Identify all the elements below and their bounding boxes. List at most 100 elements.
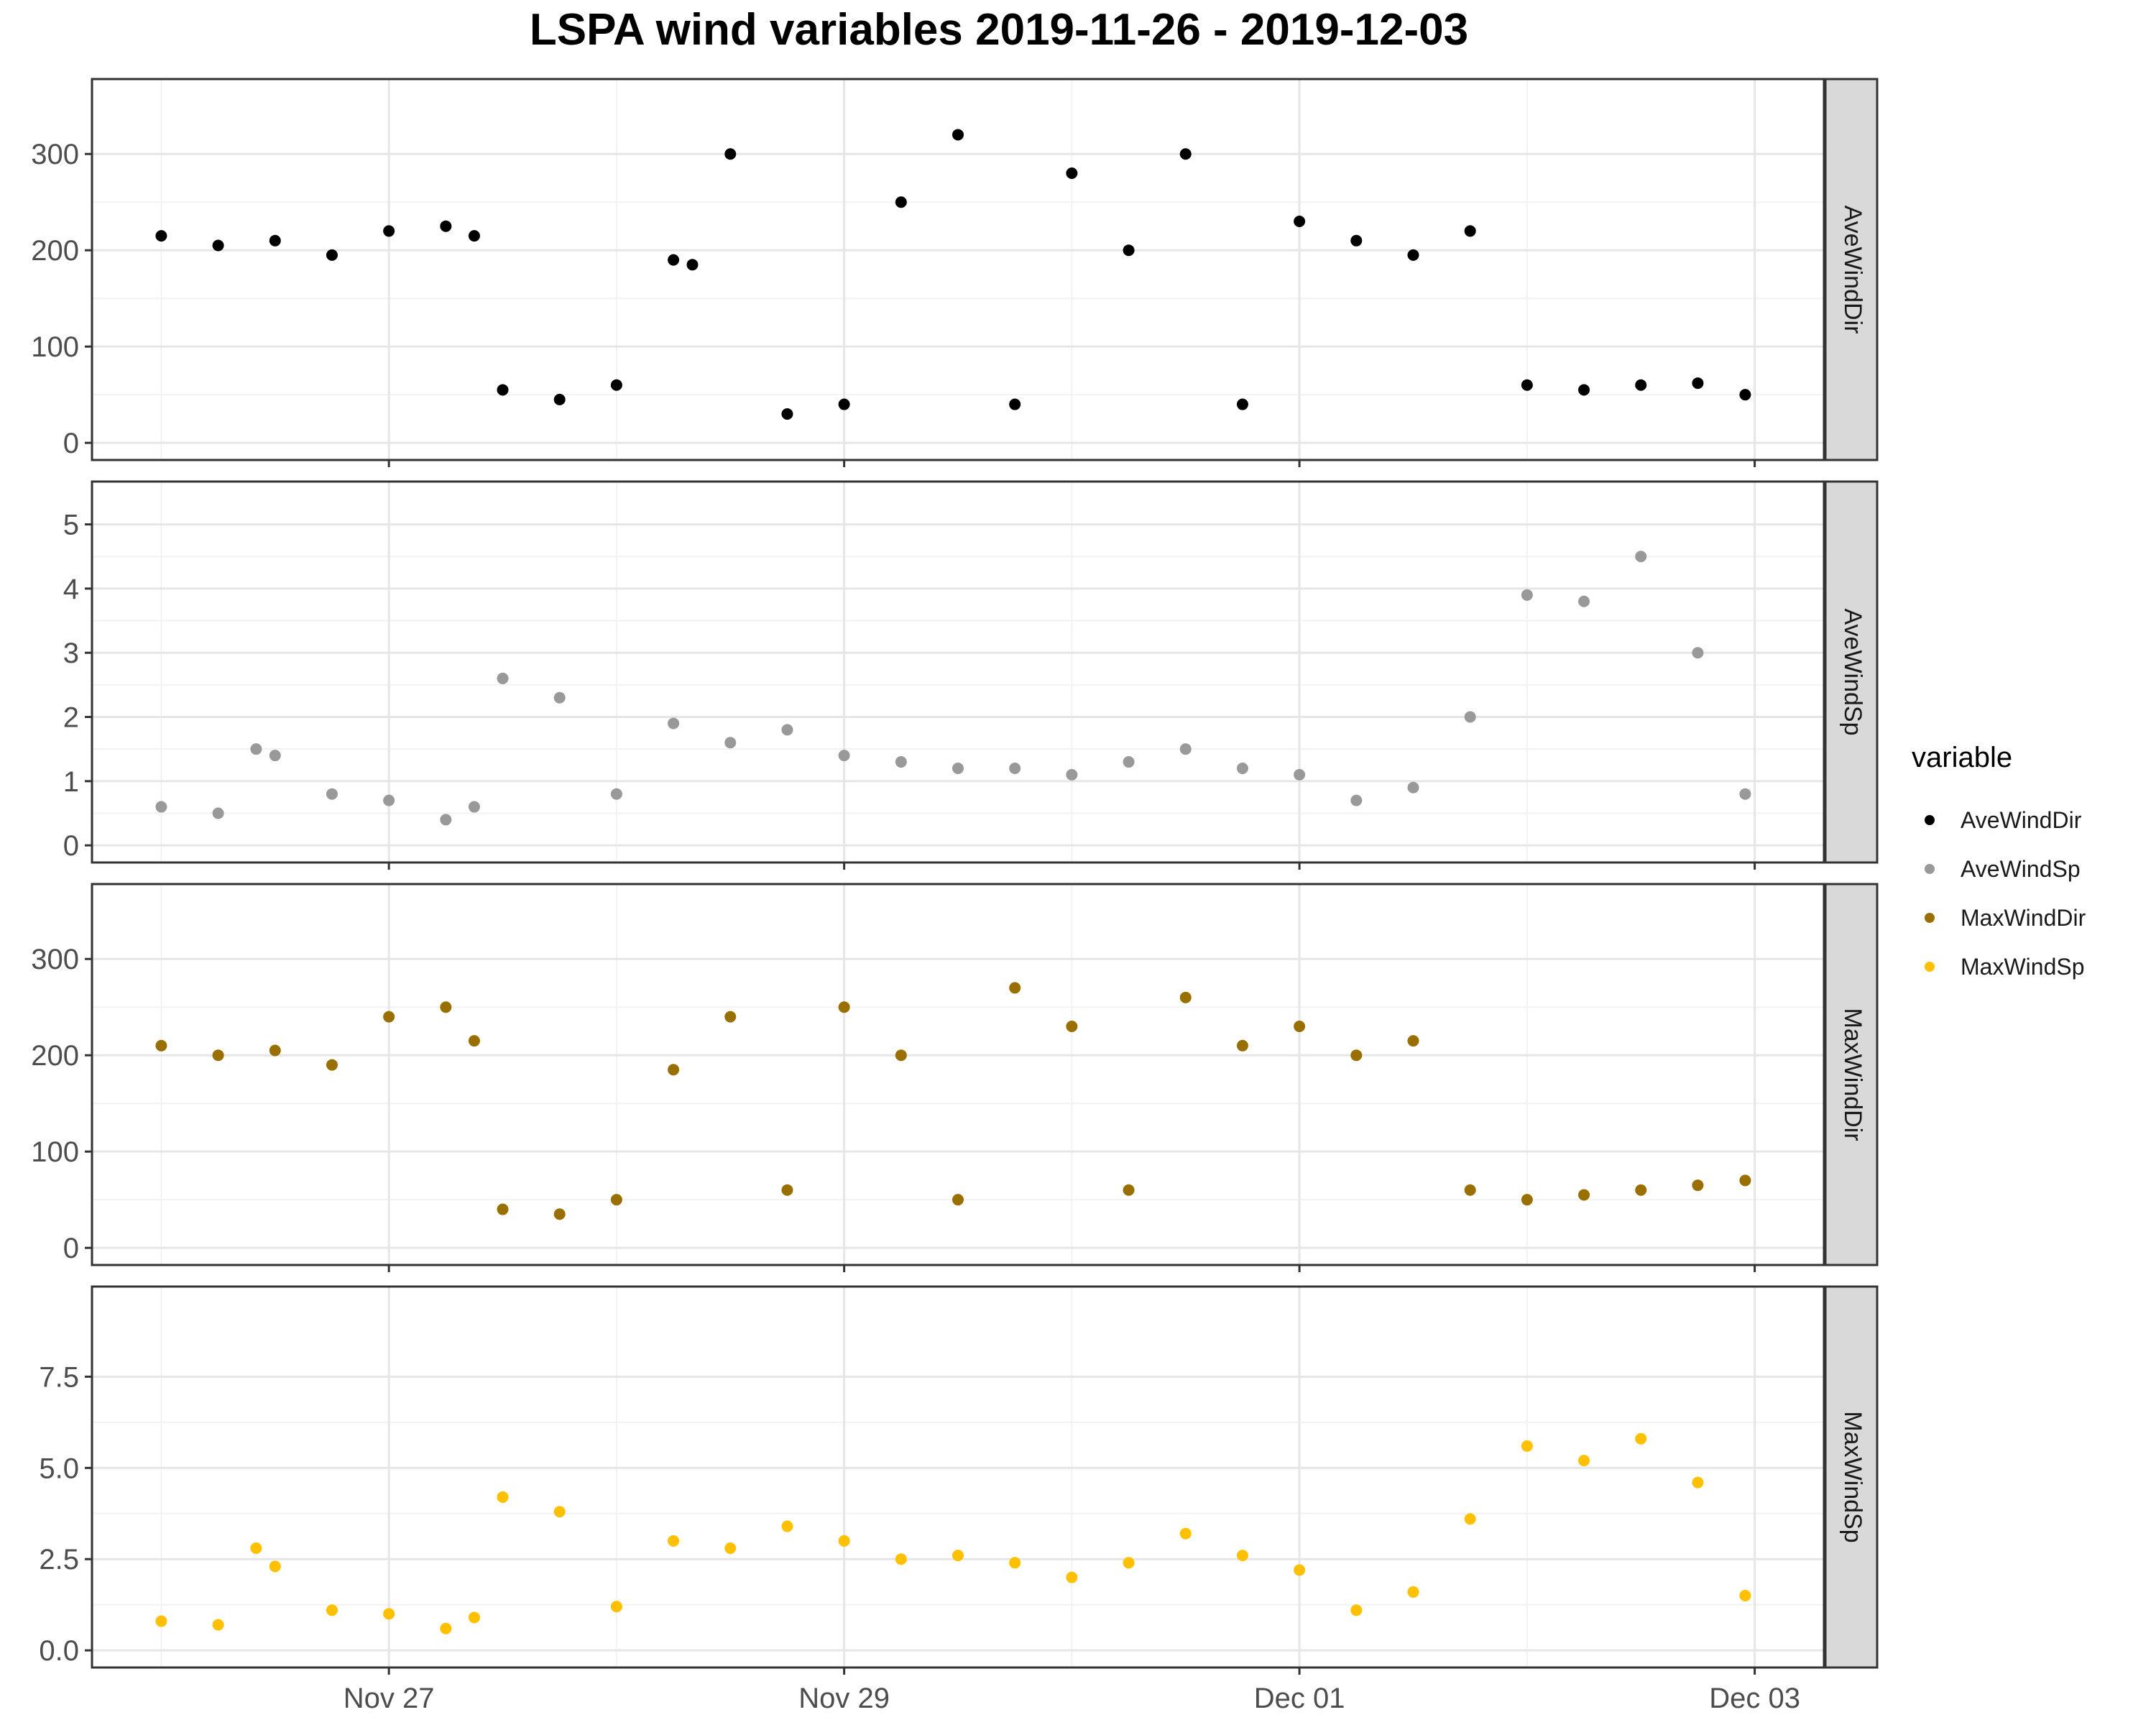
- y-tick-label: 3: [63, 638, 79, 669]
- data-point: [250, 1542, 262, 1554]
- data-point: [1350, 1604, 1363, 1616]
- legend-swatch: [1925, 864, 1935, 874]
- chart-title: LSPA wind variables 2019-11-26 - 2019-12…: [529, 5, 1469, 55]
- data-point: [1123, 1184, 1135, 1196]
- data-point: [553, 1506, 566, 1518]
- data-point: [1521, 589, 1533, 601]
- data-point: [383, 1011, 395, 1023]
- legend-label: MaxWindDir: [1961, 904, 2086, 931]
- panel-background: [92, 1287, 1824, 1668]
- panel-border: [91, 480, 1825, 864]
- data-point: [553, 691, 566, 704]
- data-point: [610, 1601, 622, 1613]
- data-point: [1236, 1550, 1248, 1562]
- data-point: [1739, 1174, 1751, 1187]
- panel-AveWindDir: 0 100 200 300 AveWindDir: [31, 78, 1879, 467]
- data-point: [781, 408, 793, 420]
- data-point: [668, 1064, 680, 1076]
- data-point: [1066, 1571, 1078, 1583]
- data-point: [1179, 1527, 1192, 1540]
- data-point: [326, 249, 338, 261]
- legend-swatch: [1925, 962, 1935, 972]
- data-point: [1464, 225, 1476, 237]
- data-point: [155, 230, 167, 242]
- y-tick-label: 0: [63, 830, 79, 862]
- data-point: [269, 1044, 281, 1057]
- strip-AveWindDir: [1824, 78, 1879, 461]
- legend-swatch: [1925, 913, 1935, 923]
- data-point: [497, 1491, 509, 1503]
- data-point: [468, 801, 480, 813]
- data-point: [468, 1035, 480, 1047]
- data-point: [838, 398, 850, 410]
- data-point: [1350, 234, 1363, 247]
- legend-item: AveWindSp: [1912, 845, 2149, 893]
- y-tick-label: 2: [63, 702, 79, 734]
- data-point: [553, 1208, 566, 1220]
- data-point: [895, 1049, 907, 1062]
- data-point: [668, 254, 680, 266]
- strip-MaxWindSp: [1824, 1285, 1879, 1669]
- data-point: [686, 259, 699, 271]
- strip-MaxWindDir: [1824, 883, 1879, 1266]
- data-point: [1179, 743, 1192, 755]
- data-point: [1635, 1432, 1647, 1445]
- data-point: [1236, 762, 1248, 774]
- data-point: [610, 788, 622, 800]
- panel-MaxWindDir: 0 100 200 300 MaxWindDir: [31, 883, 1879, 1272]
- data-point: [1464, 711, 1476, 723]
- data-point: [1294, 1021, 1306, 1033]
- y-tick-label: 200: [31, 235, 79, 267]
- strip-label: MaxWindSp: [1839, 1411, 1866, 1542]
- data-point: [212, 239, 224, 252]
- panel-AveWindSp: 0 1 2 3 4 5 AveWindSp: [63, 480, 1879, 870]
- data-point: [383, 225, 395, 237]
- panel-background: [92, 79, 1824, 460]
- data-point: [952, 129, 964, 141]
- data-point: [1236, 1039, 1248, 1052]
- data-point: [440, 1001, 452, 1013]
- data-point: [383, 794, 395, 806]
- data-point: [269, 1560, 281, 1573]
- panel-border: [91, 78, 1825, 461]
- panel-background: [92, 482, 1824, 862]
- y-tick-label: 7.5: [39, 1361, 79, 1393]
- data-point: [440, 220, 452, 232]
- data-point: [1350, 1049, 1363, 1062]
- data-point: [1236, 398, 1248, 410]
- data-point: [1294, 768, 1306, 781]
- legend-label: MaxWindSp: [1961, 953, 2085, 980]
- data-point: [155, 801, 167, 813]
- data-point: [668, 1535, 680, 1547]
- panel-border: [91, 883, 1825, 1266]
- data-point: [326, 1059, 338, 1071]
- y-tick-label: 1: [63, 766, 79, 798]
- data-point: [1578, 595, 1590, 607]
- data-point: [952, 1550, 964, 1562]
- data-point: [838, 1001, 850, 1013]
- data-point: [838, 1535, 850, 1547]
- data-point: [1464, 1513, 1476, 1525]
- legend-label: AveWindSp: [1961, 855, 2081, 882]
- data-point: [1692, 1476, 1704, 1489]
- data-point: [155, 1039, 167, 1052]
- y-tick-label: 2.5: [39, 1544, 79, 1576]
- legend-swatch: [1925, 815, 1935, 825]
- data-point: [1739, 788, 1751, 800]
- data-point: [610, 1194, 622, 1206]
- strip-AveWindSp: [1824, 480, 1879, 864]
- data-point: [724, 737, 737, 749]
- panel-MaxWindSp: 0.0 2.5 5.0 7.5 MaxWindSp: [39, 1285, 1879, 1675]
- data-point: [1578, 384, 1590, 396]
- data-point: [781, 1184, 793, 1196]
- data-point: [1009, 1557, 1021, 1569]
- legend-item: AveWindDir: [1912, 796, 2149, 845]
- data-point: [1407, 1586, 1419, 1598]
- data-point: [1635, 1184, 1647, 1196]
- data-point: [952, 1194, 964, 1206]
- data-point: [1635, 379, 1647, 391]
- data-point: [1009, 762, 1021, 774]
- data-point: [212, 1619, 224, 1631]
